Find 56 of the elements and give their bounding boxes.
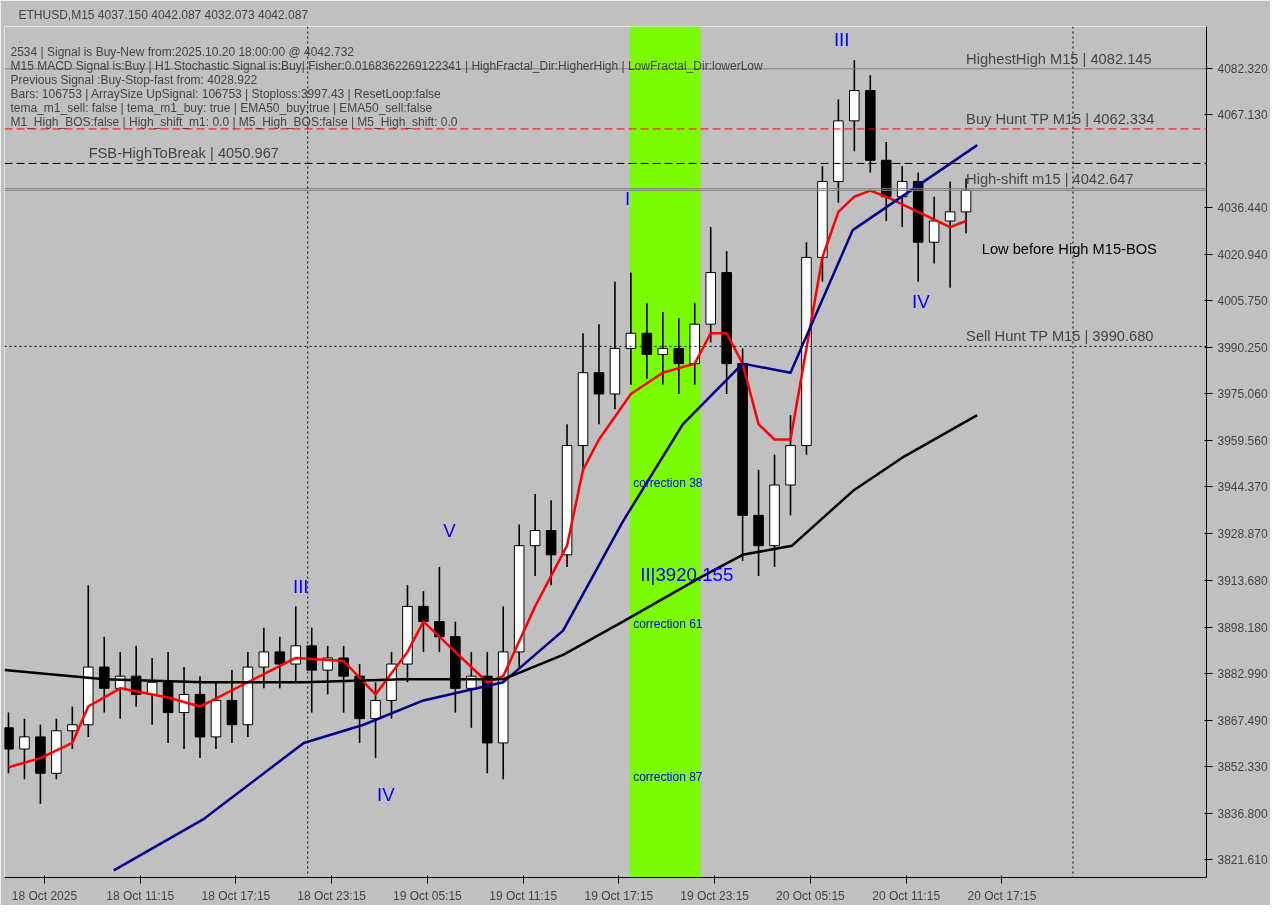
x-tick-label: 18 Oct 11:15	[106, 888, 175, 903]
y-tick-label: 3944.370	[1217, 480, 1268, 495]
annotation: IV	[912, 290, 931, 312]
candlestick	[418, 590, 429, 653]
candlestick	[19, 717, 30, 781]
x-tick-label: 19 Oct 23:15	[680, 888, 750, 903]
y-tick-label: 4005.750	[1217, 294, 1268, 309]
ref-line-label: FSB-HighToBreak | 4050.967	[88, 145, 280, 162]
y-tick-label: 3882.990	[1217, 666, 1268, 681]
annotation: III	[833, 29, 850, 51]
annotation: IV	[377, 784, 396, 806]
chart-title: ETHUSD,M15 4037.150 4042.087 4032.073 4042.087	[18, 7, 309, 22]
y-tick-label: 3990.250	[1217, 341, 1268, 356]
x-tick-label: 18 Oct 2025	[11, 888, 78, 903]
x-tick-label: 18 Oct 23:15	[297, 888, 367, 903]
annotation: V	[443, 520, 457, 542]
candlestick	[434, 566, 445, 653]
y-tick-label: 4067.130	[1217, 107, 1268, 122]
x-tick-label: 20 Oct 17:15	[967, 888, 1037, 903]
y-tick-label: 3928.870	[1217, 527, 1268, 542]
annotation: tema_m1_sell: false | tema_m1_buy: true | EMA50_buy:true | EMA50_sell:false	[10, 100, 433, 115]
y-tick-label: 3959.560	[1217, 434, 1268, 449]
y-tick-label: 4036.440	[1217, 201, 1268, 216]
y-tick-label: 3913.680	[1217, 573, 1268, 588]
candlestick	[928, 195, 940, 265]
ref-line-label: High-shift m15 | 4042.647	[966, 170, 1134, 187]
candlestick	[67, 705, 78, 750]
candlestick	[944, 180, 956, 289]
y-tick-label: 3867.490	[1217, 713, 1268, 728]
annotation: I	[625, 187, 631, 209]
annotation: Low before High M15-BOS	[981, 241, 1158, 258]
candlestick	[529, 493, 541, 577]
x-tick-label: 19 Oct 17:15	[584, 888, 654, 903]
annotation: III	[292, 575, 309, 597]
x-tick-label: 19 Oct 05:15	[393, 888, 463, 903]
y-tick-label: 4082.320	[1217, 61, 1268, 76]
x-tick-label: 19 Oct 11:15	[489, 888, 558, 903]
y-tick-label: 3821.610	[1217, 852, 1268, 867]
y-tick-label: 3836.800	[1217, 806, 1268, 821]
y-tick-label: 3852.330	[1217, 759, 1268, 774]
annotation: 2534 | Signal is Buy-New from:2025.10.20 18:00:00 @ 4042.732	[10, 44, 355, 59]
annotation: M1_High_BOS:false | High_shift_m1: 0.0 | M5_High_BOS:false | M5_High_shift: 0.0	[10, 114, 458, 129]
x-tick-label: 20 Oct 05:15	[776, 888, 846, 903]
y-tick-label: 3898.180	[1217, 620, 1268, 635]
ref-line-label: Sell Hunt TP M15 | 3990.680	[966, 328, 1154, 345]
y-tick-label: 3975.060	[1217, 387, 1268, 402]
annotation: Bars: 106753 | ArraySize UpSignal: 106753 | Stoploss:3997.43 | ResetLoop:false	[10, 86, 442, 101]
x-tick-label: 18 Oct 17:15	[201, 888, 271, 903]
x-tick-label: 20 Oct 11:15	[872, 888, 941, 903]
ref-line-label: HighestHigh M15 | 4082.145	[966, 50, 1152, 67]
line-series	[7, 189, 968, 769]
candlestick	[4, 711, 14, 775]
ref-line-label: Buy Hunt TP M15 | 4062.334	[966, 110, 1155, 127]
y-tick-label: 4020.940	[1217, 248, 1268, 263]
annotation: Previous Signal :Buy-Stop-fast from: 4028.922	[10, 72, 258, 87]
annotation: M15 MACD Signal is:Buy | H1 Stochastic Signal is:Buy| Fisher:0.0168362269122341 | HighFractal_Dir:HigherHigh | LowFractal_Dir:lowerLow	[10, 58, 763, 73]
